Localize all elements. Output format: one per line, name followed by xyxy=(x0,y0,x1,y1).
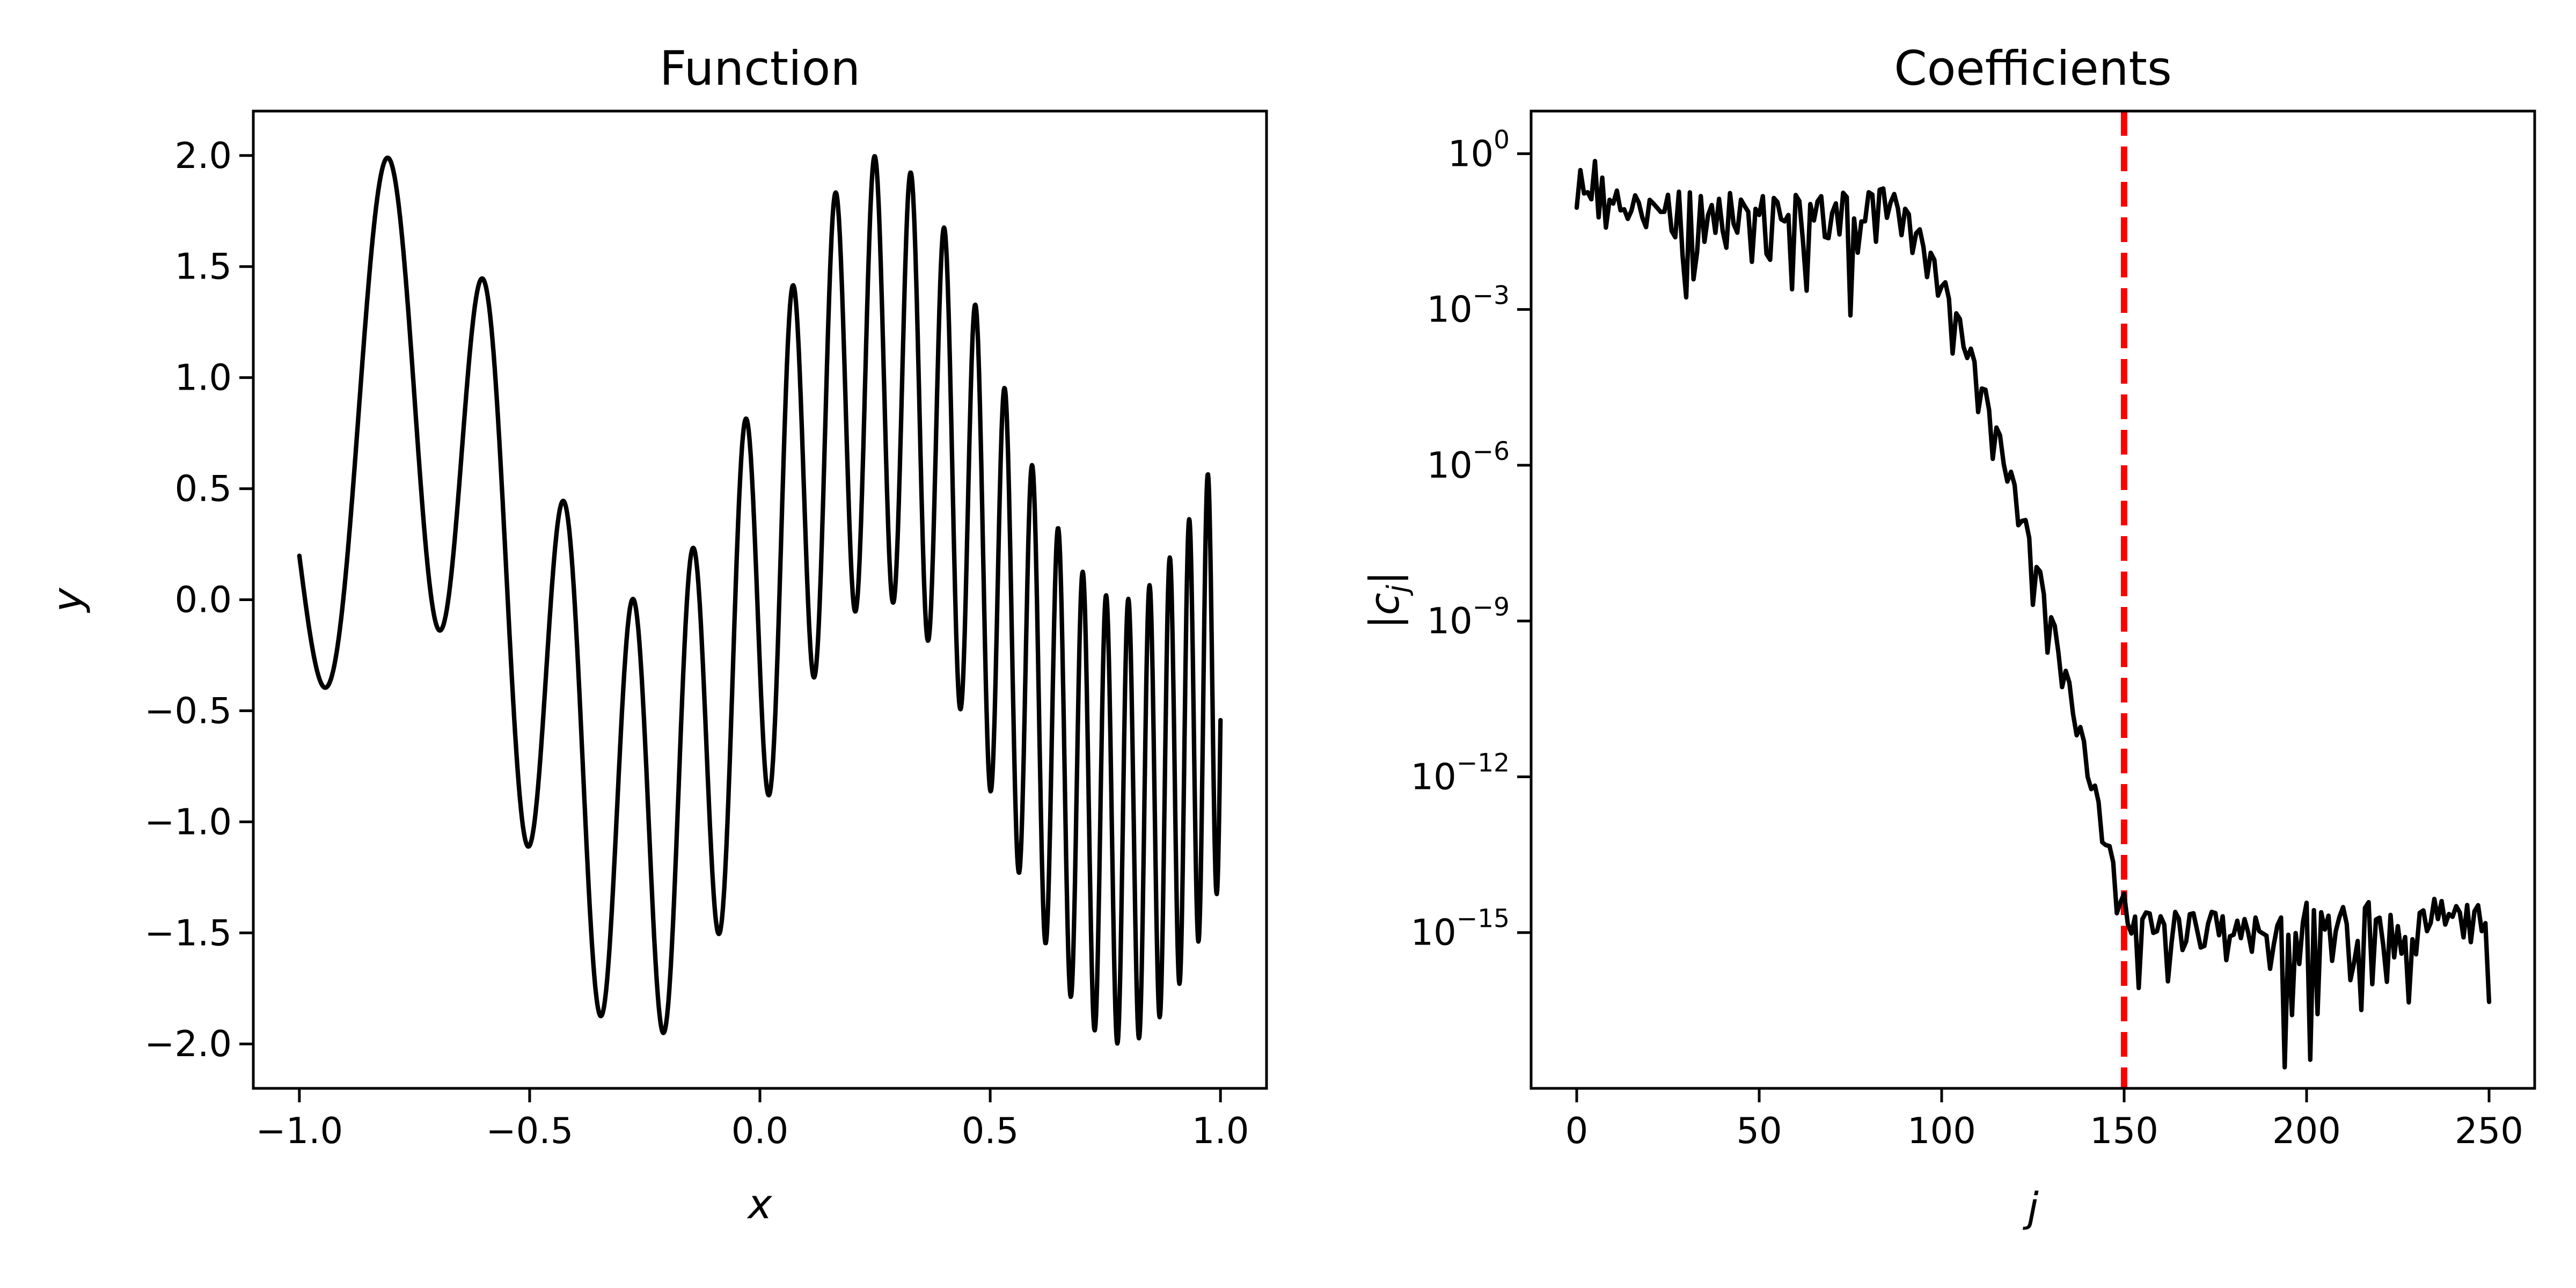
coefficients-xlabel: j xyxy=(2022,1183,2039,1231)
function-y-tick-label: −2.0 xyxy=(144,1023,232,1065)
function-y-tick-label: −1.0 xyxy=(144,801,232,843)
function-x-tick-label: −1.0 xyxy=(255,1110,343,1152)
coefficients-x-tick-label: 250 xyxy=(2455,1110,2523,1152)
function-y-tick-label: 2.0 xyxy=(174,135,232,177)
coefficients-ticks: 0 50 100 150 200 250 100 10−3 10−6 10−9 10−12 10−15 xyxy=(1411,125,2523,1152)
coefficients-y-tick-label: 10−3 xyxy=(1426,281,1510,331)
coefficients-x-tick-label: 200 xyxy=(2272,1110,2341,1152)
function-chart: −1.0 −0.5 0.0 0.5 1.0 2.0 1.5 1.0 0.5 0.0 −0.5 −1.0… xyxy=(43,41,1268,1228)
coefficients-y-tick-label: 10−6 xyxy=(1426,437,1510,486)
function-x-tick-label: 0.0 xyxy=(731,1110,789,1152)
function-curve xyxy=(297,154,1223,1046)
function-y-tick-label: −1.5 xyxy=(144,912,232,954)
function-x-tick-label: −0.5 xyxy=(486,1110,574,1152)
function-plot-area xyxy=(297,154,1223,1046)
function-y-tick-label: 1.0 xyxy=(174,357,232,399)
function-y-tick-label: −0.5 xyxy=(144,690,232,731)
function-y-tick-label: 1.5 xyxy=(174,246,232,288)
coefficients-ylabel: |cj| xyxy=(1360,571,1414,629)
function-ylabel: y xyxy=(43,587,91,613)
function-x-tick-label: 1.0 xyxy=(1192,1110,1249,1152)
function-y-tick-label: 0.0 xyxy=(174,579,232,621)
coefficients-y-tick-label: 100 xyxy=(1448,125,1510,174)
coefficients-plot-area xyxy=(1574,111,2492,1088)
coefficients-y-tick-label: 10−9 xyxy=(1426,592,1510,642)
coefficients-x-tick-label: 150 xyxy=(2090,1110,2158,1152)
function-y-tick-label: 0.5 xyxy=(174,468,232,510)
coefficients-y-tick-label: 10−12 xyxy=(1411,748,1510,797)
function-axes-spine xyxy=(252,109,1268,1090)
function-x-tick-label: 0.5 xyxy=(962,1110,1019,1152)
coefficients-x-tick-label: 100 xyxy=(1907,1110,1976,1152)
coefficients-axes-spine xyxy=(1529,109,2536,1090)
coefficients-x-tick-label: 50 xyxy=(1736,1110,1782,1152)
function-xlabel: x xyxy=(747,1180,773,1228)
coefficients-curve xyxy=(1574,158,2492,1070)
function-title: Function xyxy=(660,41,860,96)
coefficients-chart: 0 50 100 150 200 250 100 10−3 10−6 10−9 10−12 10−15… xyxy=(1360,41,2536,1231)
coefficients-x-tick-label: 0 xyxy=(1565,1110,1589,1152)
coefficients-title: Coefficients xyxy=(1894,41,2172,96)
function-ticks: −1.0 −0.5 0.0 0.5 1.0 2.0 1.5 1.0 0.5 0.0 −0.5 −1.0… xyxy=(144,135,1249,1152)
coefficients-y-tick-label: 10−15 xyxy=(1411,904,1510,954)
